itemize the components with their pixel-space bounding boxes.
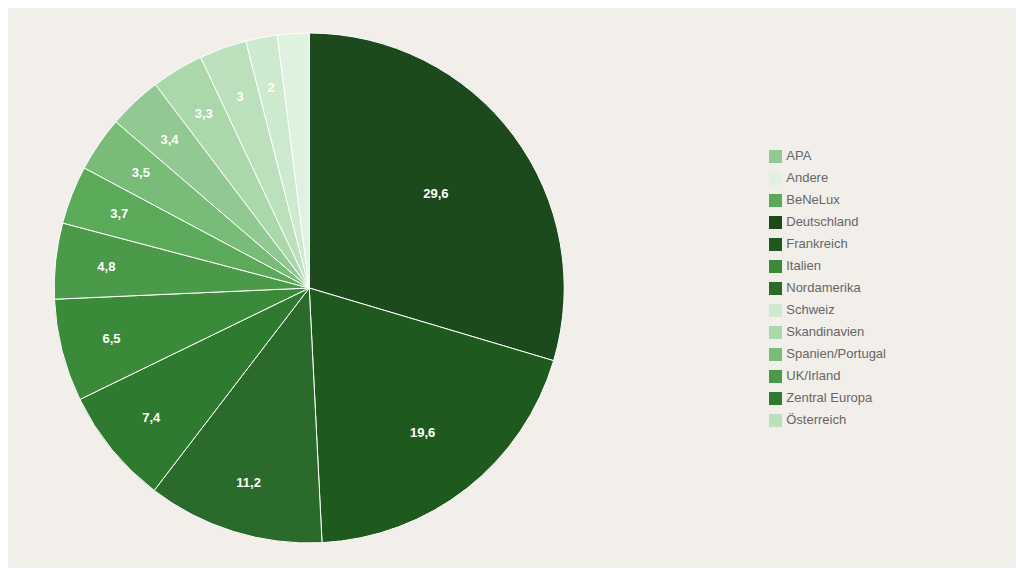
html-text:BeNeLux: BeNeLux: [786, 192, 840, 207]
svg-text:3: 3: [237, 89, 244, 104]
html-text:Andere: Andere: [786, 170, 829, 185]
svg-text:3,4: 3,4: [161, 132, 180, 147]
html-text:Italien: Italien: [786, 258, 821, 273]
html-text:Spanien/Portugal: Spanien/Portugal: [786, 346, 886, 361]
html-text:Österreich: Österreich: [786, 412, 847, 427]
svg-text:19,6: 19,6: [410, 425, 435, 440]
html-text:Zentral Europa: Zentral Europa: [786, 390, 873, 405]
svg-text:2: 2: [267, 80, 274, 95]
html-text:UK/Irland: UK/Irland: [786, 368, 841, 383]
html-text:Deutschland: Deutschland: [786, 214, 859, 229]
html-text:Skandinavien: Skandinavien: [786, 324, 865, 339]
html-text:Frankreich: Frankreich: [786, 236, 848, 251]
svg-text:6,5: 6,5: [102, 331, 120, 346]
svg-text:3,7: 3,7: [110, 206, 128, 221]
svg-text:3,3: 3,3: [195, 106, 213, 121]
svg-text:4,8: 4,8: [97, 259, 115, 274]
html-text:Nordamerika: Nordamerika: [786, 280, 861, 295]
svg-text:3,5: 3,5: [132, 165, 150, 180]
html-text:Schweiz: Schweiz: [786, 302, 835, 317]
svg-text:11,2: 11,2: [236, 475, 261, 490]
svg-text:29,6: 29,6: [423, 186, 448, 201]
html-text:APA: APA: [786, 148, 812, 163]
svg-text:7,4: 7,4: [142, 410, 161, 425]
